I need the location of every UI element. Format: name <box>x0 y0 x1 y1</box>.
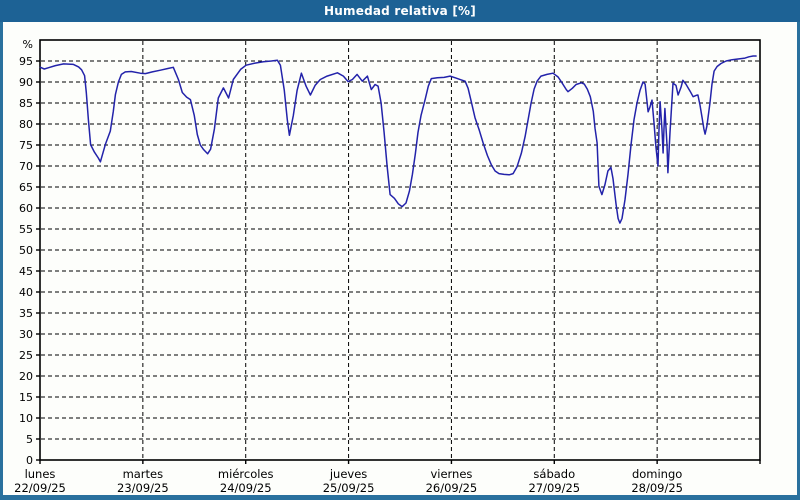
title-bar: Humedad relativa [%] <box>0 0 800 22</box>
x-day-label: sábado <box>533 467 575 481</box>
y-tick-label: 65 <box>19 181 33 194</box>
y-tick-label: 60 <box>19 202 33 215</box>
y-tick-label: 30 <box>19 328 33 341</box>
x-day-label: viernes <box>430 467 472 481</box>
y-tick-label: 5 <box>26 433 33 446</box>
y-tick-label: 0 <box>26 454 33 467</box>
gridlines <box>41 41 759 459</box>
y-tick-label: 20 <box>19 370 33 383</box>
y-tick-label: 35 <box>19 307 33 320</box>
y-tick-label: 50 <box>19 244 33 257</box>
y-tick-label: 10 <box>19 412 33 425</box>
y-tick-label: 25 <box>19 349 33 362</box>
axis-ticks <box>36 60 761 464</box>
x-date-label: 24/09/25 <box>220 481 272 495</box>
y-tick-label: 55 <box>19 223 33 236</box>
y-tick-label: 75 <box>19 139 33 152</box>
x-day-label: miércoles <box>218 467 274 481</box>
y-tick-label: 40 <box>19 286 33 299</box>
x-day-label: martes <box>123 467 164 481</box>
y-axis-unit-label: % <box>23 38 33 51</box>
y-tick-label: 90 <box>19 76 33 89</box>
y-tick-label: 15 <box>19 391 33 404</box>
x-date-label: 22/09/25 <box>14 481 66 495</box>
x-day-label: domingo <box>632 467 682 481</box>
chart-title: Humedad relativa [%] <box>324 4 476 18</box>
y-axis-labels: 0 5 10 15 20 25 30 35 40 45 50 55 60 65 70 75 80 85 90 95% <box>19 38 33 467</box>
x-date-label: 25/09/25 <box>323 481 375 495</box>
x-date-label: 27/09/25 <box>528 481 580 495</box>
x-date-label: 28/09/25 <box>631 481 683 495</box>
x-day-label: jueves <box>329 467 367 481</box>
y-tick-label: 95 <box>19 55 33 68</box>
humidity-series-line <box>39 55 757 224</box>
y-tick-label: 85 <box>19 97 33 110</box>
y-tick-label: 45 <box>19 265 33 278</box>
y-tick-label: 80 <box>19 118 33 131</box>
y-tick-label: 70 <box>19 160 33 173</box>
x-date-label: 23/09/25 <box>117 481 169 495</box>
x-date-label: 26/09/25 <box>426 481 478 495</box>
x-day-label: lunes <box>25 467 56 481</box>
